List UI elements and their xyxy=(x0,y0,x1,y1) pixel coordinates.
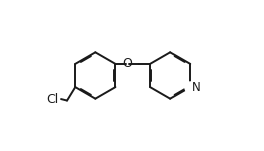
Text: N: N xyxy=(191,81,200,94)
Text: O: O xyxy=(122,57,132,70)
Text: Cl: Cl xyxy=(46,93,59,106)
